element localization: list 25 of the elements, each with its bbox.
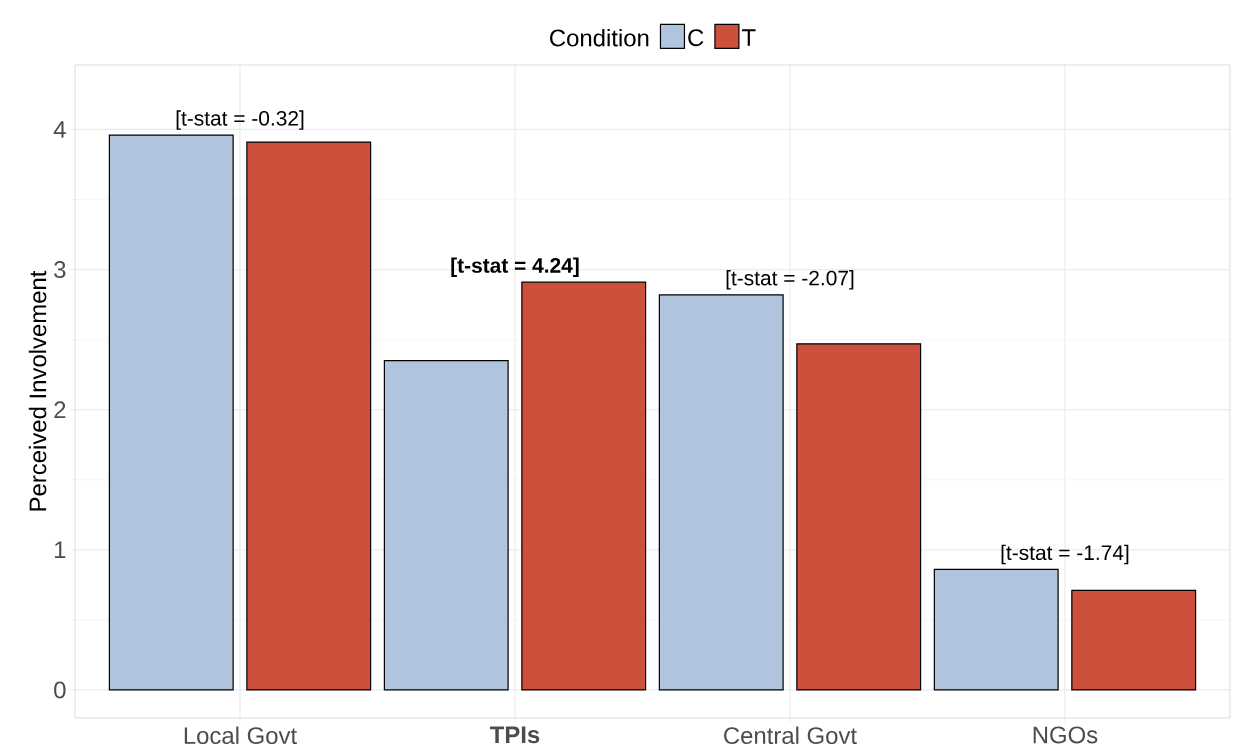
bar <box>933 568 1059 691</box>
bar <box>246 141 372 691</box>
bar <box>796 343 922 691</box>
bar <box>1071 589 1197 691</box>
y-tick-label: 2 <box>54 401 66 419</box>
x-tick-label: TPIs <box>490 726 540 744</box>
legend-label: C <box>688 29 704 47</box>
annotation: [t-stat = 4.24] <box>451 257 579 277</box>
bar <box>658 294 784 691</box>
y-tick-label: 1 <box>55 541 66 559</box>
x-tick-label: NGOs <box>1033 726 1098 744</box>
bar <box>383 360 509 691</box>
y-tick-label: 4 <box>53 121 66 138</box>
legend-label: T <box>742 29 756 46</box>
legend-title: Condition <box>550 28 649 47</box>
annotation: [t-stat = -1.74] <box>1001 544 1129 565</box>
y-axis-title: Perceived Involvement <box>28 270 47 511</box>
y-tick-label: 0 <box>54 681 66 699</box>
y-tick-label: 3 <box>54 261 66 279</box>
x-tick-label: Central Govt <box>724 726 857 745</box>
annotation: [t-stat = -0.32] <box>176 110 304 130</box>
annotation: [t-stat = -2.07] <box>726 270 854 290</box>
x-tick-label: Local Govt <box>184 726 297 745</box>
bar <box>108 134 234 691</box>
bar <box>521 281 647 691</box>
